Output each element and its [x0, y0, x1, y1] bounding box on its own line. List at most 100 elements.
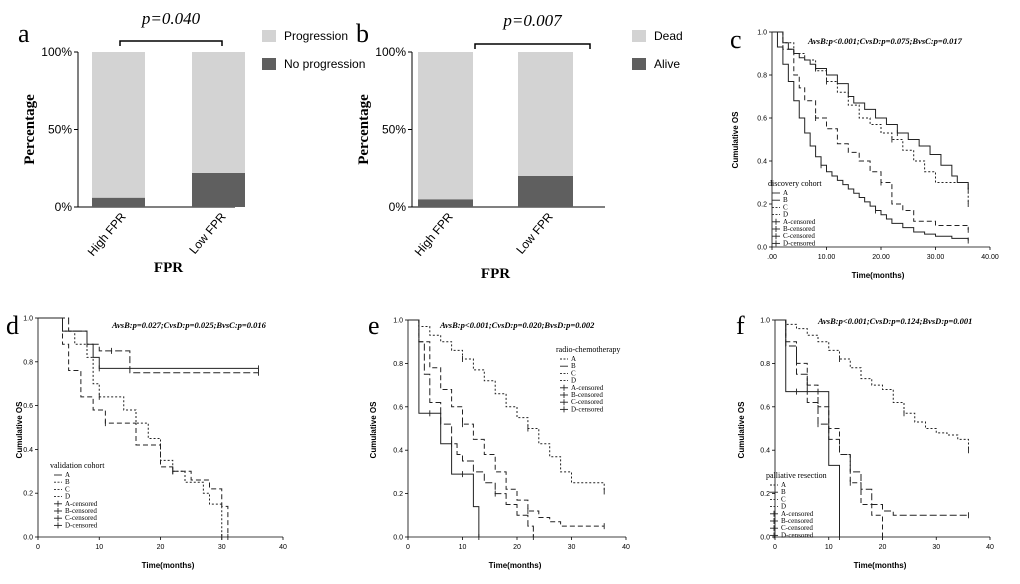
x-tick-label: 10.00 [818, 254, 836, 261]
survival-curve-b [38, 317, 223, 537]
y-tick-label: 0.4 [393, 448, 403, 455]
legend-label: C [65, 485, 70, 493]
y-tick-label: 0.2 [23, 491, 33, 498]
y-tick-label: 0.6 [393, 404, 403, 411]
panel-label-b: b [356, 19, 369, 48]
x-tick-label: High FPR [412, 210, 456, 259]
y-tick-label: 0.6 [760, 404, 770, 411]
legend-label: A [571, 355, 576, 363]
survival-curve-b [775, 319, 840, 537]
x-tick-label: 20.00 [872, 254, 890, 261]
y-axis-title: Cumulative OS [731, 111, 740, 169]
x-axis-title: Time(months) [854, 561, 907, 570]
x-tick-label: 30 [568, 544, 576, 551]
stat-annotation: AvsB:p<0.001;CvsD:p=0.020;BvsD:p=0.002 [439, 320, 595, 330]
legend-label: C-censored [571, 398, 603, 406]
legend-label: B [783, 196, 788, 204]
legend-swatch-alive [632, 58, 646, 70]
y-tick-label: 0.0 [23, 535, 33, 542]
panel-f-survival-chart: f 0.0 0.2 0.4 0.6 0.8 1.0 0 10 20 30 40 Time(months)… [736, 311, 994, 570]
significance-bracket [119, 40, 223, 46]
legend-label: D [65, 493, 70, 501]
survival-curve-c [38, 317, 229, 537]
legend-label: C-censored [65, 514, 97, 522]
y-tick-label: 0% [55, 200, 73, 214]
x-axis-title: Time(months) [852, 271, 905, 280]
y-axis-title: Cumulative OS [369, 401, 378, 459]
x-axis-title: Time(months) [489, 561, 542, 570]
y-tick-label: 1.0 [23, 316, 33, 323]
legend-label-alive: Alive [654, 57, 680, 71]
y-axis-title: Cumulative OS [737, 401, 746, 459]
legend-title: discovery cohort [768, 179, 822, 188]
legend-label: C-censored [781, 524, 813, 532]
y-tick-label: 0.8 [23, 359, 33, 366]
y-axis-title: Percentage [356, 94, 372, 165]
x-tick-label: 20 [879, 544, 887, 551]
y-tick-label: 1.0 [393, 318, 403, 325]
x-tick-label: 0 [773, 544, 777, 551]
x-tick-label: 10 [825, 544, 833, 551]
y-tick-label: 0% [389, 200, 407, 214]
bar-no-progression-low-fpr [192, 172, 245, 207]
y-tick-label: 0.4 [757, 159, 767, 166]
legend-title: radio-chemotherapy [556, 345, 620, 354]
y-axis-title: Cumulative OS [15, 401, 24, 459]
legend-label: A [65, 471, 70, 479]
y-tick-label: 1.0 [757, 30, 767, 37]
legend-swatch-progression [262, 30, 276, 42]
y-tick-label: 100% [375, 45, 406, 59]
legend-label: A-censored [571, 384, 604, 392]
legend-label: B [571, 362, 576, 370]
legend-label: D-censored [781, 531, 814, 539]
stat-annotation: AvsB:p=0.027;CvsD:p=0.025;BvsC:p=0.016 [111, 320, 267, 330]
bar-progression-high-fpr [92, 52, 145, 198]
x-tick-label: 40 [622, 544, 630, 551]
x-tick-label: 20 [157, 544, 165, 551]
legend-label: C [783, 203, 788, 211]
y-tick-label: 0.2 [760, 491, 770, 498]
significance-bracket [474, 43, 591, 49]
y-tick-label: 50% [48, 123, 72, 137]
legend-label-dead: Dead [654, 29, 683, 43]
legend-swatch-dead [632, 30, 646, 42]
x-tick-label: 0 [406, 544, 410, 551]
legend-label-progression: Progression [284, 29, 348, 43]
x-tick-label: 10 [459, 544, 467, 551]
legend-label-no-progression: No progression [284, 57, 365, 71]
legend-label: A [781, 481, 786, 489]
survival-curve-a [408, 319, 605, 492]
bar-alive-low-fpr [518, 176, 573, 207]
x-tick-label: Low FPR [513, 210, 556, 257]
y-tick-label: 1.0 [760, 318, 770, 325]
legend-label: D [783, 211, 788, 219]
x-tick-label: 0 [36, 544, 40, 551]
legend-title: palliative resection [766, 471, 827, 480]
survival-curve-d [775, 319, 969, 516]
x-tick-label: 10 [95, 544, 103, 551]
legend-title: validation cohort [50, 461, 105, 470]
x-axis-title: FPR [481, 266, 510, 282]
bar-no-progression-high-fpr [92, 197, 145, 207]
survival-curve-b [408, 319, 480, 537]
panel-label-a: a [18, 19, 30, 48]
stat-annotation: AvsB:p<0.001;CvsD:p=0.124;BvsD:p=0.001 [817, 316, 972, 326]
x-axis-title: FPR [154, 260, 183, 276]
panel-e-survival-chart: e 0.0 0.2 0.4 0.6 0.8 1.0 0 10 20 30 40 Time(months)… [368, 311, 630, 570]
legend-label: A [783, 189, 788, 197]
legend-label: D-censored [571, 405, 604, 413]
legend-label: B-censored [65, 507, 97, 515]
survival-curve-b [772, 31, 969, 241]
legend-label: C [571, 369, 576, 377]
x-tick-label: 30 [932, 544, 940, 551]
x-tick-label: Low FPR [186, 210, 229, 257]
legend-label: B-censored [781, 517, 813, 525]
y-tick-label: 0.0 [393, 535, 403, 542]
legend-label: A-censored [783, 218, 816, 226]
x-axis-title: Time(months) [142, 561, 195, 570]
legend-label: D [781, 503, 786, 511]
p-value-label: p=0.040 [141, 9, 201, 28]
x-tick-label: High FPR [85, 210, 129, 259]
